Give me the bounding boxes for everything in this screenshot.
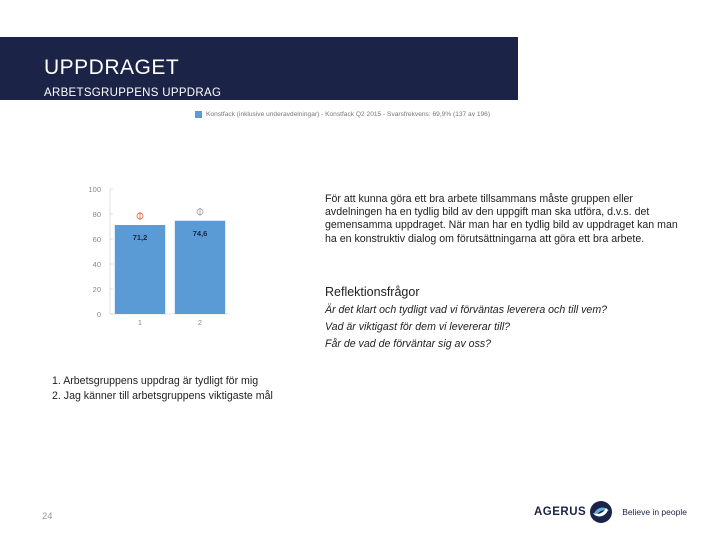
y-tick-label: 0 bbox=[97, 310, 101, 319]
reflection-question-3: Får de vad de förväntar sig av oss? bbox=[325, 338, 492, 350]
y-tick-label: 20 bbox=[93, 285, 101, 294]
y-tick-label: 100 bbox=[88, 185, 101, 194]
bar-1 bbox=[114, 225, 166, 314]
bar-2 bbox=[174, 220, 226, 314]
page-number: 24 bbox=[42, 511, 53, 522]
chart-note-1: 1. Arbetsgruppens uppdrag är tydligt för… bbox=[52, 375, 259, 387]
reflection-title: Reflektionsfrågor bbox=[325, 285, 420, 299]
page-title: UPPDRAGET bbox=[44, 56, 180, 79]
y-tick-label: 60 bbox=[93, 235, 101, 244]
reflection-question-2: Vad är viktigast för dem vi levererar ti… bbox=[325, 321, 511, 333]
header-band bbox=[0, 37, 518, 100]
logo-tagline: Believe in people bbox=[622, 507, 687, 517]
swirl-logo-icon bbox=[590, 501, 613, 523]
y-tick-label: 40 bbox=[93, 260, 101, 269]
bar-chart: 0 20 40 60 80 100 71,2 1 74,6 2 bbox=[88, 185, 230, 327]
chart-notes: 1. Arbetsgruppens uppdrag är tydligt för… bbox=[52, 374, 273, 404]
reflection-question-1: Är det klart och tydligt vad vi förvänta… bbox=[325, 304, 608, 316]
intro-text: För att kunna göra ett bra arbete tillsa… bbox=[325, 193, 678, 245]
page-subtitle: ARBETSGRUPPENS UPPDRAG bbox=[44, 87, 222, 99]
legend-swatch bbox=[195, 111, 202, 118]
legend-label: Konstfack (inklusive underavdelningar) -… bbox=[206, 111, 491, 118]
agerus-logo: AGERUS Believe in people bbox=[534, 499, 687, 525]
chart-legend: Konstfack (inklusive underavdelningar) -… bbox=[195, 111, 490, 118]
bar-data-label: 71,2 bbox=[133, 233, 148, 242]
bar-data-label: 74,6 bbox=[193, 229, 208, 238]
logo-wordmark: AGERUS bbox=[534, 506, 587, 518]
chart-note-2: 2. Jag känner till arbetsgruppens viktig… bbox=[52, 389, 273, 402]
x-tick-label: 2 bbox=[198, 318, 202, 327]
y-tick-label: 80 bbox=[93, 210, 101, 219]
x-tick-label: 1 bbox=[138, 318, 142, 327]
